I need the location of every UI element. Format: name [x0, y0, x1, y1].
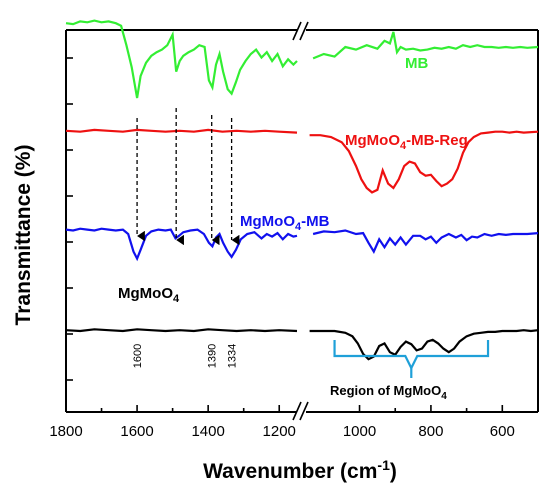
- x-tick-label: 1400: [191, 423, 224, 440]
- series-line-MB-right: [312, 31, 539, 60]
- x-tick-label: 1000: [343, 423, 376, 440]
- break-mark: [292, 21, 302, 41]
- series-line-MgMoO4-MB-left: [65, 227, 298, 262]
- series-line-MgMoO4-MB-Reg-left: [65, 128, 298, 134]
- y-ticks: [66, 57, 73, 381]
- series-line-MB-left: [65, 19, 298, 99]
- peak-label: 1390: [207, 344, 219, 368]
- region-bracket: [333, 340, 490, 378]
- break-mark: [299, 21, 309, 41]
- x-tick-label: 800: [418, 423, 443, 440]
- x-tick-label: 1800: [49, 423, 82, 440]
- series-label: MgMoO4: [118, 285, 180, 305]
- series-label: MB: [405, 55, 428, 72]
- series-line-MgMoO4-right: [309, 329, 539, 361]
- series-label: MgMoO4-MB-Reg: [345, 132, 468, 152]
- break-mark: [299, 401, 309, 421]
- peak-guides: 1600 1390 1334: [132, 108, 240, 368]
- y-axis-title: Transmittance (%): [12, 145, 35, 326]
- series-group: MB MgMoO4-MB-Reg MgMoO4-MB MgMoO4: [65, 19, 539, 361]
- series-line-MgMoO4-MB-right: [312, 229, 539, 254]
- x-tick-label: 600: [490, 423, 515, 440]
- x-tick-label: 1600: [120, 423, 153, 440]
- plot-frame: [65, 29, 539, 413]
- series-line-MgMoO4-left: [65, 328, 298, 333]
- peak-label: 1334: [227, 344, 239, 368]
- x-tick-label: 1200: [263, 423, 296, 440]
- x-axis-title: Wavenumber (cm-1): [203, 457, 397, 483]
- x-ticks: 1800 1600 1400 1200 1000 800 600: [49, 405, 515, 440]
- region-label: Region of MgMoO4: [330, 383, 447, 402]
- break-mark: [292, 401, 302, 421]
- axis-break-marks: [292, 21, 309, 421]
- series-label: MgMoO4-MB: [240, 213, 330, 233]
- series-line-MgMoO4-MB-Reg-right: [309, 130, 539, 194]
- peak-label: 1600: [132, 344, 144, 368]
